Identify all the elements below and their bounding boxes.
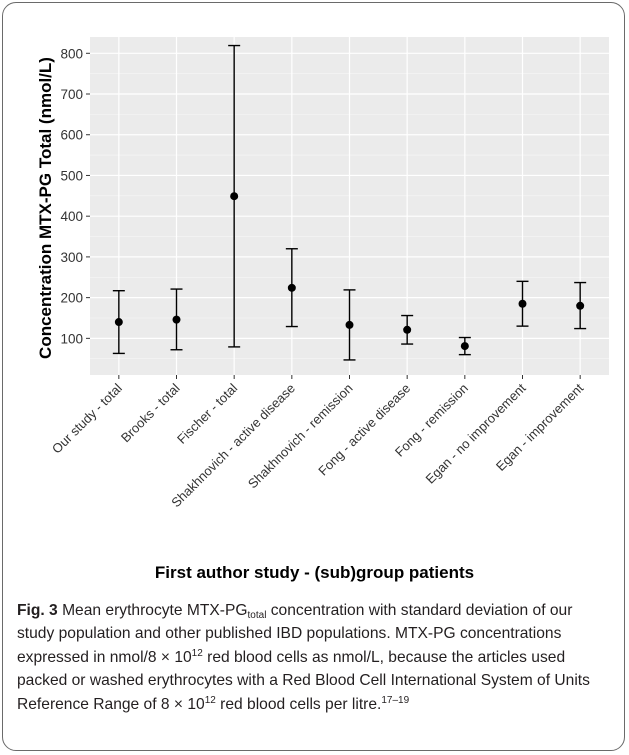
figure-caption: Fig. 3 Mean erythrocyte MTX-PGtotal conc… <box>17 599 607 716</box>
y-tick-label: 800 <box>60 46 83 61</box>
y-tick-label: 600 <box>60 128 83 143</box>
x-axis-title: First author study - (sub)group patients <box>154 563 475 582</box>
caption-superscript-2: 12 <box>204 694 216 706</box>
x-tick-label: Shakhnovich - active disease <box>168 381 298 511</box>
mean-point <box>172 315 181 324</box>
caption-subscript: total <box>247 610 267 621</box>
x-tick-label: Our study - total <box>49 380 125 456</box>
caption-text-1: Mean erythrocyte MTX-PG <box>57 602 248 619</box>
mean-point <box>287 283 296 292</box>
mean-point <box>114 318 123 327</box>
y-tick-label: 200 <box>60 291 83 306</box>
y-axis-title: Concentration MTX-PG Total (nmol/L) <box>36 57 55 359</box>
mean-point <box>460 342 469 351</box>
mean-point <box>403 325 412 334</box>
y-tick-label: 500 <box>60 168 83 183</box>
y-tick-label: 400 <box>60 209 83 224</box>
caption-superscript-1: 12 <box>191 647 203 659</box>
mean-point <box>230 192 239 201</box>
data-marks <box>112 44 587 361</box>
y-tick-label: 300 <box>60 250 83 265</box>
x-tick-label: Egan - no improvement <box>422 380 528 486</box>
error-bar-chart: 100 200 300 400 500 600 700 800 Our study - tot… <box>36 37 609 510</box>
x-tick-label: Shakhnovich - remission <box>245 381 356 492</box>
mean-point <box>518 299 527 308</box>
x-tick-label: Brooks - total <box>118 380 183 445</box>
mean-point <box>576 301 585 310</box>
y-tick-label: 100 <box>60 331 83 346</box>
y-axis-ticks: 100 200 300 400 500 600 700 800 <box>60 46 90 346</box>
caption-reference: 17–19 <box>381 694 410 706</box>
caption-text-3: red blood cells as nmol/L, because the a… <box>17 648 590 713</box>
caption-text-4: red blood cells per litre. <box>215 695 382 713</box>
mean-point <box>345 320 354 329</box>
y-tick-label: 700 <box>60 87 83 102</box>
caption-text-2: concentration with standard deviation of… <box>17 602 573 666</box>
figure-label: Fig. 3 <box>17 602 58 619</box>
